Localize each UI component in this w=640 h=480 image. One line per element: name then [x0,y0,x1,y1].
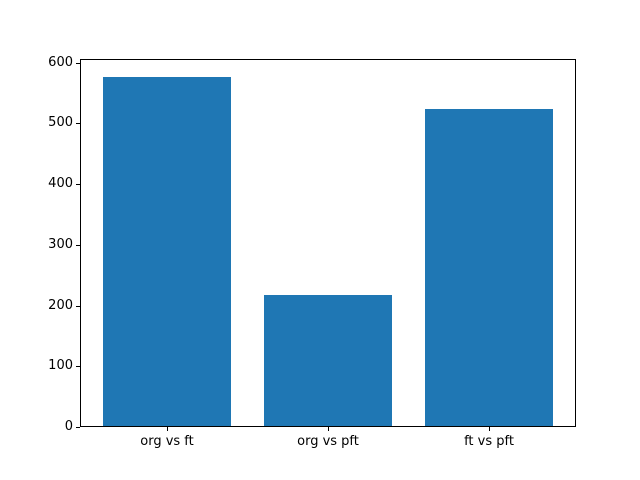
y-tick-label: 300 [48,236,73,252]
x-tick-mark [328,427,329,431]
y-tick-mark [76,62,80,64]
y-tick-label: 400 [48,176,73,192]
y-tick-mark [76,305,80,307]
y-tick-label: 200 [48,297,73,313]
y-tick-mark [76,123,80,125]
x-tick-label: ft vs pft [464,434,514,449]
plot-area [80,59,576,427]
y-tick-label: 600 [48,54,73,70]
y-tick-label: 100 [48,358,73,374]
x-tick-label: org vs pft [297,434,359,449]
bar-org-vs-pft [263,294,393,427]
bar-org-vs-ft [102,76,232,427]
y-tick-label: 0 [64,419,73,434]
y-tick-label: 500 [48,115,73,131]
x-tick-label: org vs ft [140,434,194,449]
y-tick-mark [76,184,80,186]
y-tick-mark [76,244,80,246]
x-tick-mark [489,427,490,431]
bar-ft-vs-pft [424,109,554,427]
y-tick-mark [76,366,80,368]
x-tick-mark [167,427,168,431]
y-tick-mark [76,427,80,428]
